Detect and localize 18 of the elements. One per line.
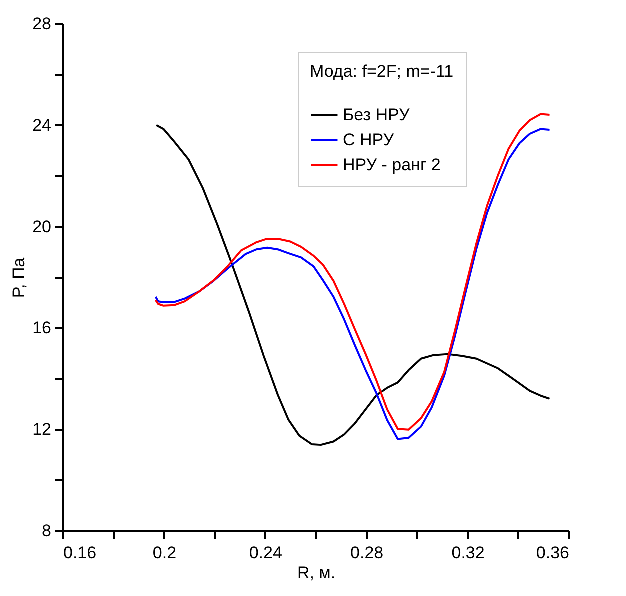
legend-title: Мода: f=2F; m=-11: [310, 62, 454, 81]
x-tick-label: 0.16: [64, 544, 97, 562]
legend-label: НРУ - ранг 2: [343, 156, 441, 174]
y-axis-title: P, Па: [10, 257, 29, 298]
x-tick-label: 0.32: [452, 544, 485, 562]
x-tick-label: 0.28: [350, 544, 384, 562]
y-tick-label: 20: [32, 217, 52, 236]
y-tick-label: 8: [42, 522, 52, 540]
x-axis-title: R, м.: [297, 564, 336, 582]
x-tick-label: 0.24: [249, 544, 282, 562]
x-tick-label: 0.2: [152, 544, 177, 562]
y-tick-label: 28: [32, 14, 52, 34]
y-tick-label: 12: [32, 420, 52, 440]
legend-label: С НРУ: [343, 130, 394, 150]
legend-label: Без НРУ: [343, 106, 410, 124]
x-tick-label: 0.36: [536, 544, 570, 562]
y-tick-label: 16: [32, 318, 52, 338]
y-tick-label: 24: [32, 116, 52, 135]
